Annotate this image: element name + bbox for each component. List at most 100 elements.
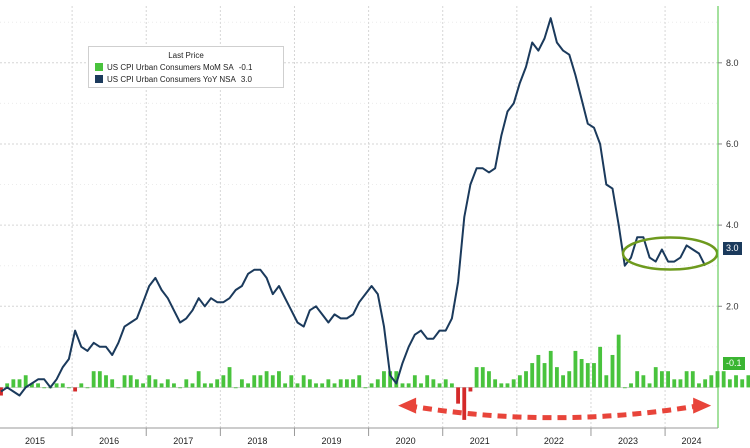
mom-bar (344, 379, 349, 388)
mom-bar (67, 387, 71, 389)
mom-bar (598, 346, 603, 388)
x-tick-label-2020: 2020 (396, 436, 416, 446)
mom-bar (635, 371, 640, 388)
mom-bar (11, 379, 16, 388)
mom-bar (320, 383, 325, 388)
mom-bar (85, 387, 90, 389)
mom-bar (382, 371, 386, 388)
mom-bar (159, 383, 164, 388)
mom-bar (554, 367, 559, 388)
mom-bar (295, 383, 300, 388)
legend-entry-mom: US CPI Urban Consumers MoM SA -0.1 (95, 62, 253, 72)
mom-bar (326, 379, 331, 388)
mom-bar (412, 375, 417, 388)
mom-bar (79, 383, 84, 388)
mom-bar (141, 383, 145, 388)
mom-bar (419, 383, 423, 388)
mom-bar (536, 354, 541, 388)
mom-bar (579, 359, 584, 388)
annotations (398, 236, 719, 421)
mom-bar (42, 387, 47, 389)
mom-bar (147, 375, 152, 388)
mom-bar (338, 379, 343, 388)
y-tick-label-0: 2.0 (726, 301, 739, 311)
x-tick-label-2019: 2019 (322, 436, 342, 446)
mom-bar (60, 383, 65, 388)
mom-bar (122, 375, 127, 388)
legend-label-yoy: US CPI Urban Consumers YoY NSA (107, 74, 236, 84)
mom-bar (239, 379, 244, 388)
mom-bar (585, 363, 590, 388)
mom-bar (351, 379, 355, 388)
mom-bar (104, 375, 108, 388)
mom-bar (437, 383, 442, 388)
mom-bar (233, 387, 238, 389)
mom-bar (29, 383, 34, 388)
mom-bar (462, 387, 467, 420)
mom-bar (443, 379, 448, 388)
mom-bar (116, 387, 121, 389)
mom-bar (592, 363, 596, 388)
mom-bar (277, 371, 281, 388)
mom-bar (221, 375, 226, 388)
legend-value-yoy: 3.0 (240, 74, 252, 84)
mom-bar (172, 383, 176, 388)
legend-swatch-navy (95, 75, 103, 83)
y-tick-label-2: 6.0 (726, 139, 739, 149)
mom-bar (178, 387, 183, 389)
x-tick-label-2017: 2017 (173, 436, 193, 446)
mom-bar (746, 375, 750, 388)
mom-bar (258, 375, 263, 388)
mom-bar (740, 379, 745, 388)
mom-bar (264, 371, 269, 388)
legend: Last Price US CPI Urban Consumers MoM SA… (88, 46, 284, 88)
mom-bar (190, 383, 195, 388)
mom-bar (128, 375, 133, 388)
mom-bar (289, 375, 294, 388)
mom-bar (301, 375, 306, 388)
mom-bar (653, 367, 658, 388)
mom-bar (709, 375, 714, 388)
mom-bar (567, 371, 572, 388)
yoy-last-value-badge: 3.0 (723, 242, 742, 255)
mom-bar (690, 371, 695, 388)
x-tick-label-2024: 2024 (682, 436, 702, 446)
mom-bar (202, 383, 207, 388)
mom-bar (511, 379, 516, 388)
mom-bar (684, 371, 689, 388)
mom-bar (369, 383, 374, 388)
mom-bar (487, 371, 491, 388)
mom-bar (468, 387, 473, 392)
mom-bar (449, 383, 454, 388)
mom-bar (97, 371, 102, 388)
mom-bar (270, 375, 275, 388)
mom-bar (314, 383, 318, 388)
yoy-line (0, 17, 706, 397)
mom-bar (721, 371, 726, 388)
mom-bar (715, 371, 720, 388)
mom-bar (252, 375, 257, 388)
mom-bar (227, 367, 232, 388)
mom-bar (666, 371, 670, 388)
mom-bar (678, 379, 683, 388)
legend-title: Last Price (168, 51, 204, 60)
mom-bar (524, 371, 528, 388)
mom-bar (573, 350, 578, 388)
mom-bar (505, 383, 510, 388)
mom-bar (647, 383, 652, 388)
mom-bar (307, 379, 312, 388)
mom-bar (134, 379, 139, 388)
mom-bars (0, 334, 750, 420)
mom-bar (394, 371, 399, 388)
arrow-head-right (693, 397, 712, 414)
mom-bar (153, 379, 158, 388)
mom-bar (73, 387, 78, 392)
x-tick-label-2021: 2021 (470, 436, 490, 446)
arrow-head-left (398, 397, 417, 414)
mom-bar (604, 375, 609, 388)
y-tick-label-1: 4.0 (726, 220, 739, 230)
mom-bar (530, 363, 535, 388)
x-tick-label-2016: 2016 (99, 436, 119, 446)
mom-bar (474, 367, 479, 388)
